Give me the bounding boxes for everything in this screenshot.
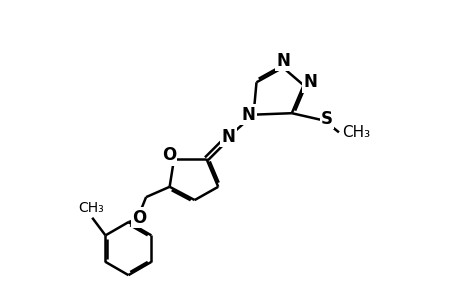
Text: CH₃: CH₃ [341, 125, 369, 140]
Text: N: N [275, 52, 289, 70]
Text: O: O [132, 209, 146, 227]
Text: CH₃: CH₃ [78, 201, 103, 215]
Text: N: N [241, 106, 255, 124]
Text: O: O [161, 146, 175, 164]
Text: N: N [221, 128, 235, 146]
Text: S: S [320, 110, 332, 128]
Text: N: N [302, 73, 316, 91]
